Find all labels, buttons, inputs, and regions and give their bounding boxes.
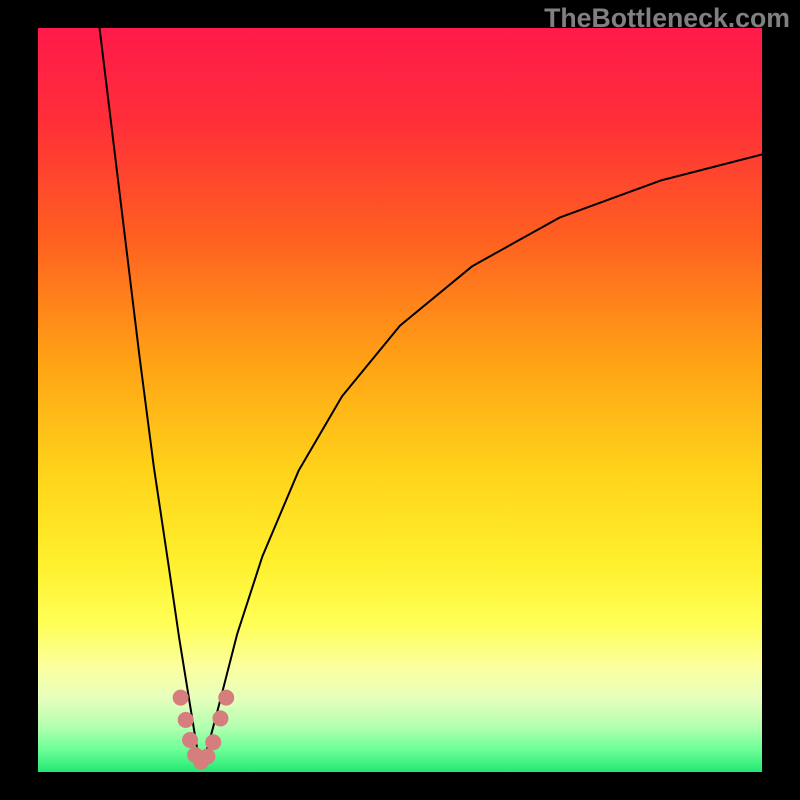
data-marker xyxy=(206,735,221,750)
plot-area xyxy=(38,28,762,772)
watermark-text: TheBottleneck.com xyxy=(544,3,790,34)
bottleneck-curve-chart xyxy=(38,28,762,772)
data-marker xyxy=(200,749,215,764)
gradient-background xyxy=(38,28,762,772)
data-marker xyxy=(173,690,188,705)
data-marker xyxy=(183,733,198,748)
data-marker xyxy=(219,690,234,705)
data-marker xyxy=(178,712,193,727)
chart-frame: TheBottleneck.com xyxy=(0,0,800,800)
data-marker xyxy=(213,711,228,726)
